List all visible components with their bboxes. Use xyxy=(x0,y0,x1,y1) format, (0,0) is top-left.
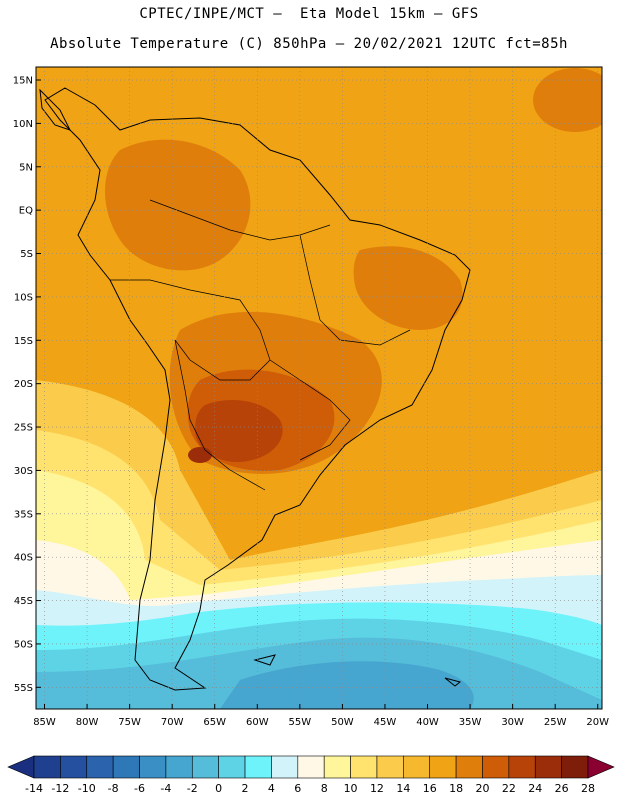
colorbar-swatch-4 xyxy=(139,755,167,779)
border-west xyxy=(110,279,271,381)
lon-label-55W: 55W xyxy=(289,717,312,728)
country-borders xyxy=(110,199,411,491)
colorbar-tick-label: 26 xyxy=(555,782,569,795)
colorbar-tick-label: 28 xyxy=(581,782,595,795)
colorbar-tick-label: 24 xyxy=(528,782,542,795)
colorbar: -14 -12 -10 -8 -6 -4 -2 0 2 4 6 8 10 12 14 16 18 20 22 24 26… xyxy=(7,755,615,795)
map-title-line2: Absolute Temperature (C) 850hPa – 20/02/… xyxy=(50,36,568,52)
falklands-outline xyxy=(253,654,276,666)
lat-label-5N: 5N xyxy=(19,162,33,173)
colorbar-tick-label: -14 xyxy=(25,782,43,795)
colorbar-tick-label: 22 xyxy=(502,782,516,795)
core-hottest xyxy=(188,447,212,463)
lon-label-60W: 60W xyxy=(246,717,269,728)
lat-label-10S: 10S xyxy=(14,292,33,303)
colorbar-tick-label: 20 xyxy=(475,782,489,795)
lat-label-45S: 45S xyxy=(14,596,33,607)
band-minus2 xyxy=(220,661,474,709)
lon-label-70W: 70W xyxy=(161,717,184,728)
colorbar-swatch-19 xyxy=(534,755,562,779)
lat-label-50S: 50S xyxy=(14,639,33,650)
border-amazon xyxy=(299,234,411,346)
lat-label-15S: 15S xyxy=(14,336,33,347)
colorbar-swatch-10 xyxy=(297,755,325,779)
colorbar-swatch-14 xyxy=(403,755,431,779)
core-north-andes xyxy=(105,139,251,271)
colorbar-swatch-17 xyxy=(482,755,510,779)
colorbar-tick-label: 14 xyxy=(396,782,410,795)
lon-label-25W: 25W xyxy=(544,717,567,728)
colorbar-tick-label: 6 xyxy=(294,782,301,795)
lat-label-40S: 40S xyxy=(14,553,33,564)
colorbar-swatch-5 xyxy=(165,755,193,779)
colorbar-swatch-18 xyxy=(508,755,536,779)
lat-label-15N: 15N xyxy=(13,76,33,87)
lon-label-30W: 30W xyxy=(501,717,524,728)
colorbar-swatch-6 xyxy=(191,755,219,779)
temperature-field xyxy=(36,67,602,709)
longitude-axis: 85W 80W 75W 70W 65W 60W 55W 50W 45W 40W 35W 30W 25W 2… xyxy=(33,704,609,728)
lat-label-55S: 55S xyxy=(14,683,33,694)
colorbar-tick-label: -8 xyxy=(108,782,119,795)
colorbar-tick-label: -6 xyxy=(134,782,145,795)
lon-label-40W: 40W xyxy=(416,717,439,728)
south-georgia-outline xyxy=(444,677,462,687)
central-america-outline xyxy=(39,88,71,131)
coastlines xyxy=(39,87,471,691)
colorbar-swatch-12 xyxy=(350,755,378,779)
colorbar-tick-label: 0 xyxy=(215,782,222,795)
colorbar-tick-label: 12 xyxy=(370,782,384,795)
colorbar-swatch-13 xyxy=(376,755,404,779)
field-warm-patch-north xyxy=(533,68,602,132)
colorbar-swatch-3 xyxy=(112,755,140,779)
colorbar-under-arrow xyxy=(7,755,35,779)
map-frame xyxy=(35,66,603,710)
colorbar-tick-label: 16 xyxy=(423,782,437,795)
lat-label-EQ: EQ xyxy=(19,206,33,217)
colorbar-tick-label: -4 xyxy=(160,782,171,795)
south-america-outline xyxy=(44,87,471,691)
lon-label-50W: 50W xyxy=(331,717,354,728)
border-andes xyxy=(174,339,266,491)
lat-label-30S: 30S xyxy=(14,466,33,477)
lon-label-65W: 65W xyxy=(203,717,226,728)
colorbar-tick-label: 18 xyxy=(449,782,463,795)
colorbar-swatch-0 xyxy=(33,755,61,779)
lat-label-20S: 20S xyxy=(14,379,33,390)
lat-label-10N: 10N xyxy=(13,119,33,130)
core-hot xyxy=(195,400,283,463)
lat-label-35S: 35S xyxy=(14,509,33,520)
border-south xyxy=(269,359,351,461)
lat-label-5S: 5S xyxy=(20,249,33,260)
colorbar-swatch-7 xyxy=(218,755,246,779)
lon-label-35W: 35W xyxy=(459,717,482,728)
colorbar-swatch-16 xyxy=(455,755,483,779)
colorbar-swatch-2 xyxy=(86,755,114,779)
colorbar-tick-label: 2 xyxy=(242,782,249,795)
colorbar-swatch-20 xyxy=(561,755,589,779)
colorbar-swatch-1 xyxy=(60,755,88,779)
lon-label-80W: 80W xyxy=(76,717,99,728)
colorbar-tick-label: 10 xyxy=(344,782,358,795)
colorbar-tick-label: -10 xyxy=(78,782,96,795)
lat-label-25S: 25S xyxy=(14,423,33,434)
colorbar-swatch-11 xyxy=(323,755,351,779)
colorbar-tick-label: 4 xyxy=(268,782,275,795)
lon-label-20W: 20W xyxy=(586,717,609,728)
colorbar-swatch-8 xyxy=(244,755,272,779)
lon-label-45W: 45W xyxy=(374,717,397,728)
colorbar-tick-label: 8 xyxy=(321,782,328,795)
colorbar-tick-label: -2 xyxy=(187,782,198,795)
lon-label-85W: 85W xyxy=(33,717,56,728)
map-title-line1: CPTEC/INPE/MCT – Eta Model 15km – GFS xyxy=(139,6,479,22)
colorbar-swatch-9 xyxy=(271,755,299,779)
core-northeast xyxy=(353,246,463,330)
border-north xyxy=(149,199,331,241)
latitude-axis: 15N 10N 5N EQ 5S 10S 15S 20S 25S 30S 35S 40S 45S 50S 5… xyxy=(13,76,41,694)
colorbar-over-arrow xyxy=(587,755,615,779)
lon-label-75W: 75W xyxy=(118,717,141,728)
colorbar-swatch-15 xyxy=(429,755,457,779)
colorbar-tick-label: -12 xyxy=(51,782,69,795)
